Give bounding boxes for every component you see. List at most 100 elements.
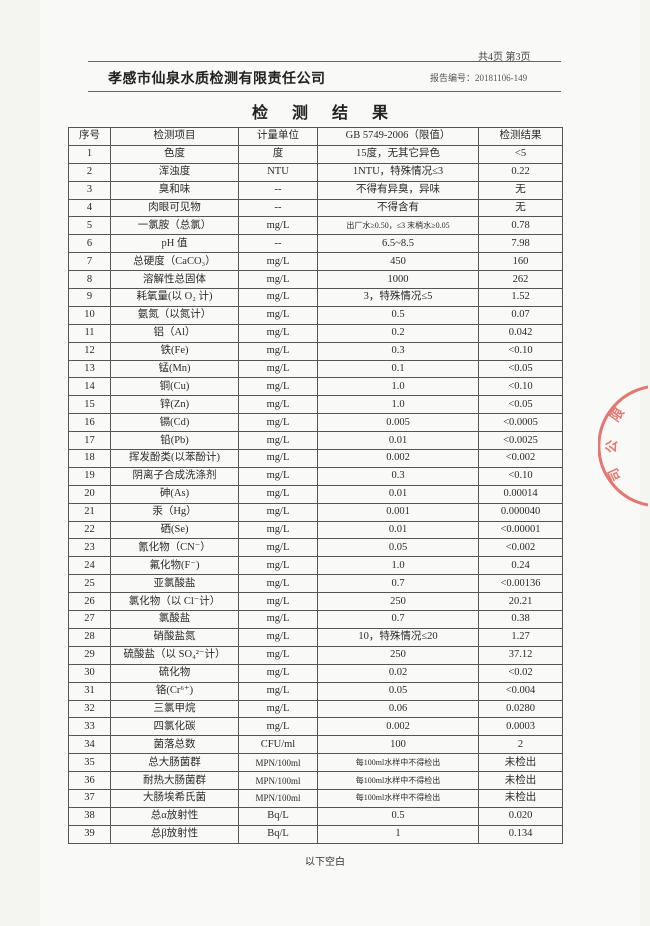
cell-item: 氨氮（以氮计） [110, 305, 239, 325]
cell-seq: 35 [68, 753, 111, 773]
cell-limit: 1.0 [317, 395, 479, 415]
cell-seq: 21 [68, 502, 111, 522]
table-row: 22 硒(Se) mg/L 0.01 <0.00001 [68, 520, 563, 540]
table-row: 11 铝（Al） mg/L 0.2 0.042 [68, 323, 563, 343]
cell-limit: 0.01 [317, 520, 479, 540]
cell-item: 肉眼可见物 [110, 198, 239, 218]
table-row: 7 总硬度（CaCO₃） mg/L 450 160 [68, 252, 563, 272]
cell-item: 铁(Fe) [110, 341, 239, 361]
cell-seq: 8 [68, 270, 111, 290]
table-row: 21 汞（Hg） mg/L 0.001 0.000040 [68, 502, 563, 522]
cell-unit: mg/L [238, 592, 318, 612]
cell-item: 硝酸盐氮 [110, 627, 239, 647]
cell-item: 锰(Mn) [110, 359, 239, 379]
cell-result: 160 [478, 252, 563, 272]
table-row: 28 硝酸盐氮 mg/L 10，特殊情况≤20 1.27 [68, 627, 563, 647]
cell-unit: mg/L [238, 466, 318, 486]
cell-unit: mg/L [238, 323, 318, 343]
cell-unit: MPN/100ml [238, 753, 318, 773]
cell-limit: 每100ml水样中不得检出 [317, 771, 479, 790]
report-number: 报告编号：20181106-149 [430, 73, 528, 83]
cell-limit: 0.7 [317, 610, 479, 629]
cell-result: 0.24 [478, 556, 563, 576]
cell-result: 0.020 [478, 806, 563, 826]
cell-result: <5 [478, 144, 563, 164]
column-header-unit: 计量单位 [238, 127, 318, 146]
table-row: 13 锰(Mn) mg/L 0.1 <0.05 [68, 359, 563, 379]
cell-item: 耐热大肠菌群 [110, 771, 239, 790]
cell-seq: 22 [68, 520, 111, 540]
cell-limit: 0.5 [317, 806, 479, 826]
cell-item: 大肠埃希氏菌 [110, 788, 239, 808]
cell-seq: 37 [68, 788, 111, 808]
cell-limit: 不得含有 [317, 198, 479, 218]
red-seal-stamp: 限 公 司 [598, 385, 648, 507]
table-row: 10 氨氮（以氮计） mg/L 0.5 0.07 [68, 305, 563, 325]
cell-limit: 250 [317, 592, 479, 612]
cell-limit: 1NTU，特殊情况≤3 [317, 162, 479, 182]
cell-unit: mg/L [238, 663, 318, 683]
table-row: 2 浑浊度 NTU 1NTU，特殊情况≤3 0.22 [68, 162, 563, 182]
cell-seq: 26 [68, 592, 111, 612]
cell-result: 0.78 [478, 216, 563, 236]
cell-result: <0.02 [478, 663, 563, 683]
cell-limit: 0.05 [317, 538, 479, 558]
cell-limit: 0.005 [317, 413, 479, 433]
cell-result: 262 [478, 270, 563, 290]
cell-limit: 100 [317, 735, 479, 755]
svg-text:限: 限 [607, 404, 627, 424]
table-row: 24 氟化物(F⁻) mg/L 1.0 0.24 [68, 556, 563, 576]
cell-result: 0.042 [478, 323, 563, 343]
cell-limit: 不得有异臭，异味 [317, 180, 479, 200]
cell-seq: 29 [68, 645, 111, 665]
cell-result: 0.0003 [478, 717, 563, 737]
table-row: 15 锌(Zn) mg/L 1.0 <0.05 [68, 395, 563, 415]
cell-limit: 3，特殊情况≤5 [317, 288, 479, 307]
cell-seq: 6 [68, 234, 111, 254]
cell-result: 1.52 [478, 288, 563, 307]
cell-seq: 34 [68, 735, 111, 755]
cell-item: pH 值 [110, 234, 239, 254]
cell-limit: 0.002 [317, 449, 479, 468]
cell-limit: 0.02 [317, 663, 479, 683]
cell-item: 铜(Cu) [110, 377, 239, 397]
cell-seq: 23 [68, 538, 111, 558]
cell-seq: 18 [68, 449, 111, 468]
table-row: 3 臭和味 -- 不得有异臭，异味无 [68, 180, 563, 200]
cell-result: <0.0005 [478, 413, 563, 433]
cell-result: <0.0025 [478, 431, 563, 451]
table-row: 37 大肠埃希氏菌 MPN/100ml 每100ml水样中不得检出 未检出 [68, 788, 563, 808]
cell-seq: 20 [68, 484, 111, 504]
cell-limit: 450 [317, 252, 479, 272]
table-row: 39 总β放射性 Bq/L 1 0.134 [68, 824, 563, 844]
cell-seq: 28 [68, 627, 111, 647]
cell-item: 氯酸盐 [110, 610, 239, 629]
table-row: 1 色度度 15度，无其它异色 <5 [68, 144, 563, 164]
table-row: 34 菌落总数 CFU/ml 100 2 [68, 735, 563, 755]
cell-item: 铅(Pb) [110, 431, 239, 451]
cell-unit: mg/L [238, 449, 318, 468]
cell-result: <0.05 [478, 395, 563, 415]
cell-result: 未检出 [478, 788, 563, 808]
cell-item: 挥发酚类(以苯酚计) [110, 449, 239, 468]
cell-seq: 7 [68, 252, 111, 272]
cell-limit: 每100ml水样中不得检出 [317, 753, 479, 773]
cell-unit: mg/L [238, 502, 318, 522]
cell-item: 汞（Hg） [110, 502, 239, 522]
cell-seq: 31 [68, 681, 111, 701]
cell-limit: 10，特殊情况≤20 [317, 627, 479, 647]
column-header-result: 检测结果 [478, 127, 563, 146]
table-row: 30 硫化物 mg/L 0.02 <0.02 [68, 663, 563, 683]
cell-unit: mg/L [238, 520, 318, 540]
cell-unit: mg/L [238, 574, 318, 594]
cell-seq: 19 [68, 466, 111, 486]
cell-seq: 36 [68, 771, 111, 790]
cell-unit: mg/L [238, 538, 318, 558]
cell-unit: NTU [238, 162, 318, 182]
cell-unit: mg/L [238, 395, 318, 415]
header-rule [88, 61, 561, 62]
document-title: 检 测 结 果 [251, 105, 398, 122]
cell-item: 铬(Cr⁶⁺) [110, 681, 239, 701]
table-row: 27 氯酸盐 mg/L 0.7 0.38 [68, 610, 563, 629]
cell-result: 20.21 [478, 592, 563, 612]
